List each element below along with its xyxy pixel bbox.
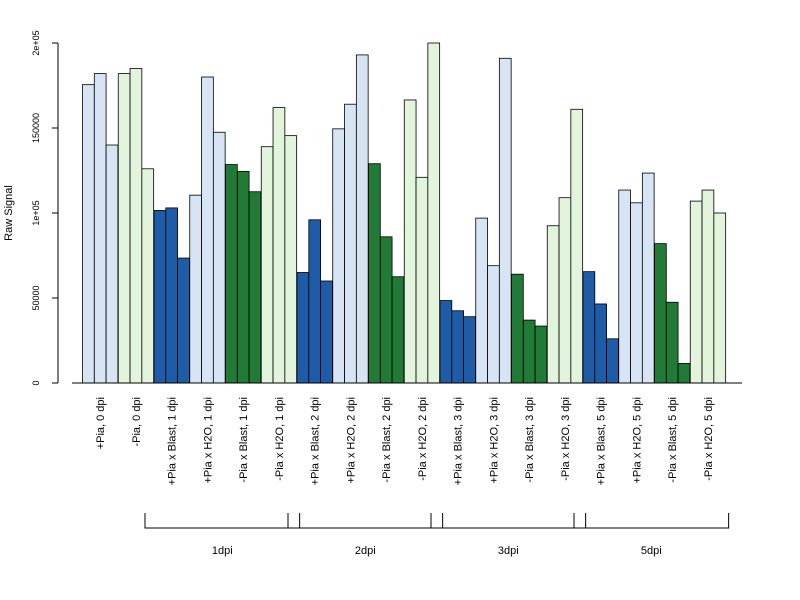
category-label-6: +Pia x Blast, 2 dpi — [310, 397, 322, 485]
bar-2-1 — [166, 208, 178, 383]
chart-container: 0 50000 1e+05 150000 2e+05 +Pia, 0 dpi -Pia, … — [0, 0, 800, 600]
bar-12-1 — [523, 320, 535, 383]
y-tick-label-2: 1e+05 — [31, 200, 41, 225]
category-label-12: -Pia x Blast, 3 dpi — [524, 397, 536, 483]
category-label-17: -Pia x H2O, 5 dpi — [703, 397, 715, 481]
bar-13-0 — [547, 226, 559, 383]
category-label-16: -Pia x Blast, 5 dpi — [667, 397, 679, 483]
category-label-0: +Pia, 0 dpi — [95, 397, 107, 449]
category-label-3: +Pia x H2O, 1 dpi — [202, 397, 214, 484]
y-tick-label-1: 50000 — [31, 285, 41, 310]
category-label-4: -Pia x Blast, 1 dpi — [238, 397, 250, 483]
bar-2-2 — [178, 258, 190, 383]
group-label-1: 2dpi — [355, 545, 376, 557]
y-tick-label-3: 150000 — [31, 113, 41, 143]
group-label-0: 1dpi — [212, 545, 233, 557]
bar-3-1 — [202, 77, 214, 383]
bar-8-0 — [369, 164, 381, 383]
bar-10-2 — [464, 317, 476, 383]
bar-7-0 — [333, 129, 345, 383]
bar-4-0 — [226, 165, 238, 383]
category-label-2: +Pia x Blast, 1 dpi — [167, 397, 179, 485]
bar-5-2 — [285, 136, 297, 383]
group-label-3: 5dpi — [641, 545, 662, 557]
category-label-10: +Pia x Blast, 3 dpi — [453, 397, 465, 485]
bar-14-0 — [583, 272, 595, 383]
group-bracket-0 — [145, 513, 300, 528]
bar-9-0 — [404, 100, 416, 383]
bar-9-1 — [416, 177, 428, 383]
bar-0-1 — [94, 74, 106, 383]
bar-15-0 — [619, 190, 631, 383]
bar-17-0 — [690, 201, 702, 383]
bar-8-2 — [392, 277, 404, 383]
category-label-1: -Pia, 0 dpi — [131, 397, 143, 447]
bar-1-0 — [118, 74, 130, 383]
bar-11-1 — [488, 266, 500, 383]
bar-16-0 — [655, 244, 667, 383]
bar-3-2 — [213, 132, 225, 383]
group-brackets: 1dpi 2dpi 3dpi 5dpi — [145, 513, 729, 557]
bar-12-0 — [512, 274, 524, 383]
bar-1-2 — [142, 169, 154, 383]
group-label-2: 3dpi — [498, 545, 519, 557]
bar-10-0 — [440, 301, 452, 383]
y-axis: 0 50000 1e+05 150000 2e+05 — [31, 30, 58, 385]
bar-8-1 — [380, 237, 392, 383]
bar-6-0 — [297, 273, 309, 384]
bar-10-1 — [452, 311, 464, 383]
bar-11-2 — [499, 58, 511, 383]
category-label-14: +Pia x Blast, 5 dpi — [596, 397, 608, 485]
bar-17-2 — [714, 213, 726, 383]
category-label-8: -Pia x Blast, 2 dpi — [381, 397, 393, 483]
y-tick-label-0: 0 — [31, 380, 41, 385]
bar-9-2 — [428, 43, 440, 383]
bar-14-1 — [595, 304, 607, 383]
bar-0-0 — [83, 85, 95, 383]
bar-15-2 — [642, 173, 654, 383]
category-label-7: +Pia x H2O, 2 dpi — [345, 397, 357, 484]
category-labels: +Pia, 0 dpi -Pia, 0 dpi +Pia x Blast, 1 dp… — [95, 397, 715, 485]
bar-chart: 0 50000 1e+05 150000 2e+05 +Pia, 0 dpi -Pia, … — [0, 0, 800, 600]
bar-14-2 — [607, 339, 619, 383]
bar-5-1 — [273, 108, 285, 383]
y-axis-title: Raw Signal — [3, 185, 15, 241]
category-label-15: +Pia x H2O, 5 dpi — [631, 397, 643, 484]
bar-12-2 — [535, 326, 547, 383]
bar-2-0 — [154, 210, 166, 383]
bar-11-0 — [476, 218, 488, 383]
bar-4-2 — [249, 192, 261, 383]
group-bracket-2 — [431, 513, 586, 528]
bar-0-2 — [106, 145, 118, 383]
bar-13-2 — [571, 109, 583, 383]
group-bracket-3 — [574, 513, 729, 528]
bar-1-1 — [130, 69, 142, 384]
bars-layer — [83, 43, 726, 383]
bar-7-2 — [356, 55, 368, 383]
bar-13-1 — [559, 198, 571, 383]
bar-16-1 — [666, 302, 678, 383]
category-label-13: -Pia x H2O, 3 dpi — [560, 397, 572, 481]
bar-6-2 — [321, 281, 333, 383]
bar-5-0 — [261, 147, 273, 383]
bar-3-0 — [190, 195, 202, 383]
bar-15-1 — [631, 203, 643, 383]
bar-4-1 — [237, 171, 249, 383]
bar-6-1 — [309, 220, 321, 383]
bar-16-2 — [678, 363, 690, 383]
category-label-9: -Pia x H2O, 2 dpi — [417, 397, 429, 481]
category-label-11: +Pia x H2O, 3 dpi — [488, 397, 500, 484]
bar-7-1 — [345, 104, 357, 383]
y-tick-label-4: 2e+05 — [31, 30, 41, 55]
group-bracket-1 — [288, 513, 443, 528]
category-label-5: -Pia x H2O, 1 dpi — [274, 397, 286, 481]
bar-17-1 — [702, 190, 714, 383]
